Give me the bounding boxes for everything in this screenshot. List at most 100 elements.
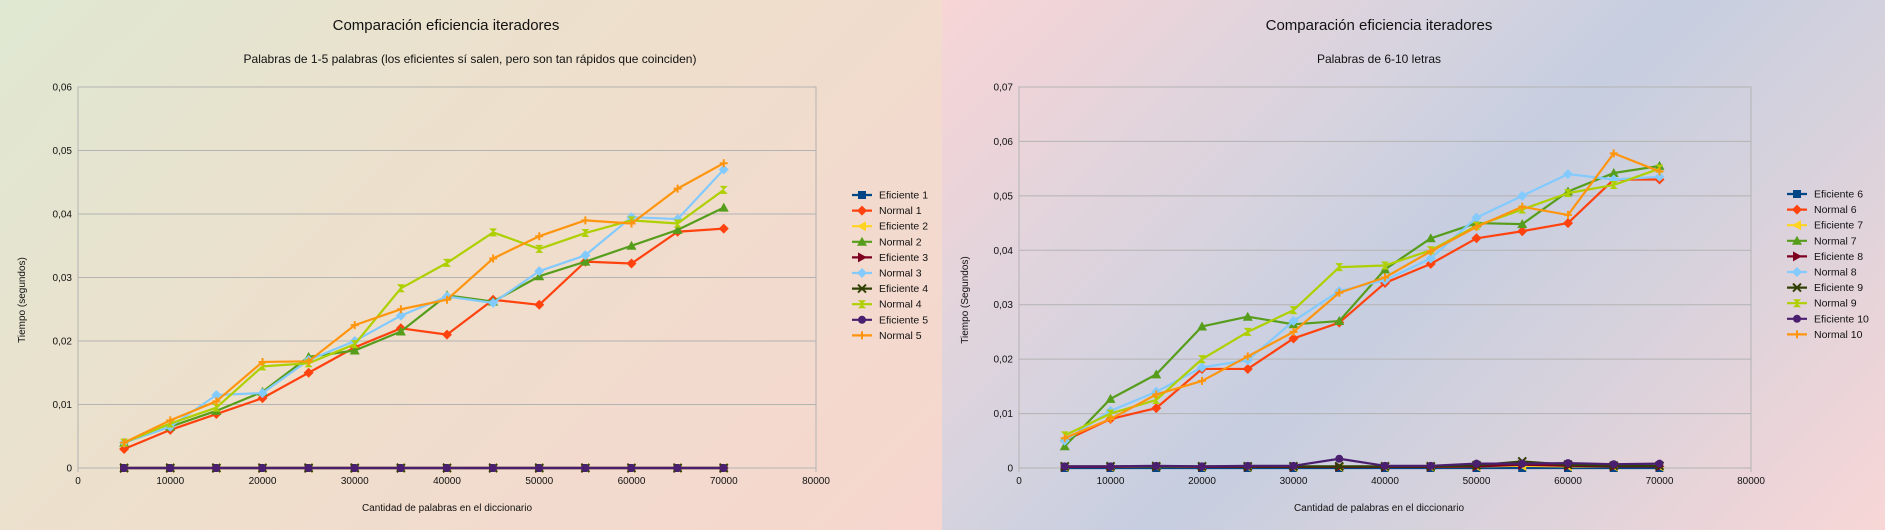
data-point bbox=[1381, 461, 1389, 470]
data-point bbox=[1471, 233, 1482, 244]
data-point bbox=[1335, 454, 1344, 463]
data-point bbox=[304, 357, 313, 366]
legend-swatch-marker bbox=[1792, 204, 1802, 215]
legend-swatch-marker bbox=[1793, 190, 1801, 198]
data-point bbox=[443, 464, 451, 472]
data-point bbox=[673, 464, 682, 472]
x-tick-label: 80000 bbox=[802, 476, 830, 487]
data-point bbox=[627, 464, 636, 472]
legend-swatch-marker bbox=[857, 268, 867, 278]
data-point bbox=[443, 295, 451, 304]
series-line bbox=[1064, 152, 1660, 440]
data-point bbox=[489, 228, 498, 237]
data-point bbox=[166, 416, 175, 425]
y-tick-label: 0 bbox=[1007, 464, 1013, 475]
x-tick-label: 20000 bbox=[249, 476, 277, 487]
legend-item: Normal 3 bbox=[852, 268, 922, 280]
data-point bbox=[1564, 210, 1572, 219]
data-point bbox=[1289, 461, 1298, 470]
data-point bbox=[1197, 321, 1207, 331]
y-tick-label: 0,01 bbox=[53, 400, 73, 411]
series-eficiente-5 bbox=[120, 464, 728, 472]
legend-label: Normal 10 bbox=[1814, 329, 1863, 341]
legend-label: Normal 3 bbox=[879, 268, 922, 280]
chart-title: Comparación eficiencia iteradores bbox=[333, 17, 560, 34]
data-point bbox=[719, 159, 728, 168]
chart-2: Comparación eficiencia iteradores Palabr… bbox=[960, 17, 1869, 514]
legend-label: Normal 2 bbox=[879, 236, 922, 248]
x-tick-label: 10000 bbox=[1097, 476, 1125, 487]
x-tick-label: 20000 bbox=[1188, 476, 1216, 487]
data-point bbox=[1609, 460, 1618, 469]
y-axis-label: Tiempo (segundos) bbox=[17, 257, 28, 343]
legend-label: Eficiente 9 bbox=[1814, 282, 1863, 294]
y-tick-label: 0 bbox=[66, 464, 72, 475]
series-line bbox=[123, 227, 724, 450]
data-point bbox=[580, 256, 591, 266]
y-tick-label: 0,03 bbox=[53, 273, 73, 284]
legend-label: Normal 8 bbox=[1814, 267, 1857, 279]
data-point bbox=[719, 464, 728, 472]
data-point bbox=[1426, 461, 1435, 470]
y-axis-label: Tiempo (Segundos) bbox=[960, 256, 971, 343]
legend-swatch-marker bbox=[858, 331, 866, 340]
series-normal-3 bbox=[119, 164, 729, 448]
data-point bbox=[1655, 459, 1664, 468]
legend-item: Normal 10 bbox=[1787, 329, 1863, 341]
data-point bbox=[1152, 395, 1161, 404]
x-tick-label: 30000 bbox=[1280, 476, 1308, 487]
data-point bbox=[1381, 261, 1389, 270]
data-point bbox=[1425, 258, 1436, 269]
chart-1: Comparación eficiencia iteradores Palabr… bbox=[17, 17, 928, 514]
x-axis-label: Cantidad de palabras en el diccionario bbox=[362, 503, 533, 514]
data-point bbox=[1334, 461, 1344, 472]
series-line bbox=[1064, 178, 1660, 442]
data-point bbox=[443, 258, 451, 267]
data-point bbox=[673, 184, 682, 193]
data-point bbox=[1198, 376, 1206, 385]
data-point bbox=[396, 305, 405, 314]
x-tick-label: 60000 bbox=[1554, 476, 1582, 487]
data-point bbox=[535, 232, 544, 241]
legend-item: Eficiente 2 bbox=[852, 221, 928, 233]
data-point bbox=[535, 244, 544, 253]
legend-swatch-marker bbox=[1793, 299, 1801, 308]
data-point bbox=[1198, 462, 1206, 471]
data-point bbox=[1472, 459, 1481, 468]
data-point bbox=[1151, 403, 1162, 414]
data-point bbox=[672, 224, 683, 234]
legend-swatch-marker bbox=[857, 221, 866, 232]
y-tick-label: 0,06 bbox=[994, 137, 1014, 148]
x-tick-label: 60000 bbox=[618, 476, 646, 487]
series-normal-10 bbox=[1060, 149, 1664, 443]
legend-item: Eficiente 7 bbox=[1787, 220, 1863, 232]
series-line bbox=[123, 206, 725, 444]
data-point bbox=[1105, 393, 1116, 403]
data-point bbox=[212, 397, 221, 406]
data-point bbox=[1243, 352, 1252, 361]
legend-swatch-marker bbox=[1793, 314, 1801, 323]
data-point bbox=[120, 438, 129, 447]
legend-item: Eficiente 6 bbox=[1787, 189, 1863, 201]
chart-panel-1: Comparación eficiencia iteradores Palabr… bbox=[0, 0, 942, 530]
legend-label: Eficiente 1 bbox=[879, 190, 928, 202]
data-point bbox=[1425, 233, 1436, 243]
data-point bbox=[1152, 390, 1161, 399]
data-point bbox=[1243, 461, 1252, 470]
y-tick-label: 0,05 bbox=[53, 146, 73, 157]
data-point bbox=[303, 367, 314, 378]
data-point bbox=[1289, 327, 1298, 336]
data-point bbox=[1288, 316, 1299, 327]
legend: Eficiente 1 Normal 1 Eficiente 2 Normal 2 Ef… bbox=[852, 190, 928, 342]
data-point bbox=[349, 345, 360, 355]
legend-label: Eficiente 3 bbox=[879, 252, 928, 264]
legend-swatch-marker bbox=[1792, 267, 1802, 277]
data-point bbox=[1242, 311, 1253, 321]
y-tick-label: 0,02 bbox=[994, 355, 1014, 366]
data-point bbox=[212, 464, 221, 472]
data-point bbox=[581, 216, 590, 225]
data-point bbox=[673, 219, 682, 228]
data-point bbox=[1564, 459, 1572, 468]
data-point bbox=[1288, 333, 1299, 344]
